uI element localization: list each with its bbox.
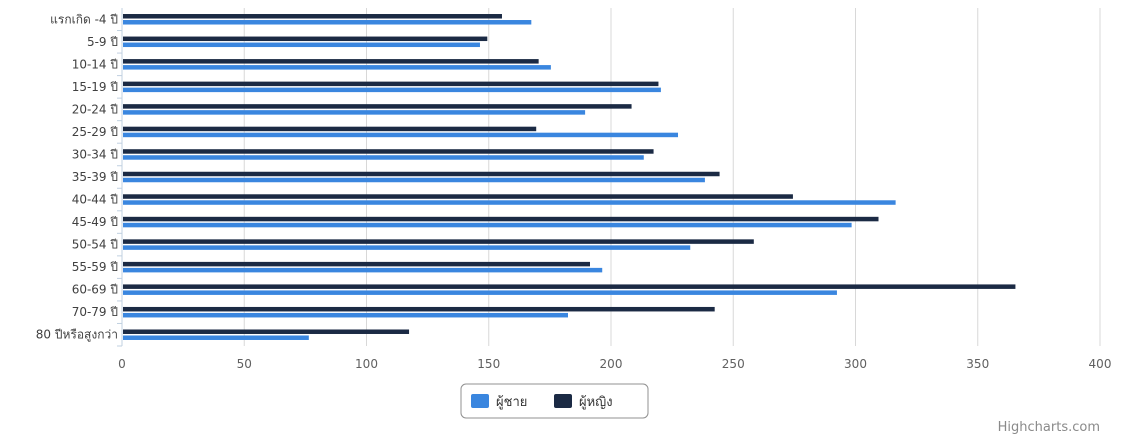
category-label: 80 ปีหรือสูงกว่า (36, 328, 118, 343)
x-tick-label: 100 (355, 357, 378, 371)
bar-male[interactable] (123, 200, 896, 205)
bar-female[interactable] (123, 59, 539, 64)
category-label: 55-59 ปี (72, 260, 118, 274)
category-label: 10-14 ปี (72, 57, 118, 71)
bar-female[interactable] (123, 194, 793, 199)
axes: 0 50 100 150 200 250 300 350 400 แรกเกิด -4 ปี 5-9… (36, 8, 1112, 371)
bar-female[interactable] (123, 306, 715, 312)
bar-male[interactable] (123, 87, 661, 93)
x-tick-label: 250 (722, 357, 745, 371)
category-label: 50-54 ปี (72, 238, 118, 252)
bar-female[interactable] (123, 239, 754, 244)
legend-item[interactable]: ผู้หญิง (554, 394, 613, 410)
legend-label: ผู้หญิง (579, 395, 613, 410)
category-label: 60-69 ปี (72, 283, 118, 297)
bars (123, 14, 1016, 340)
bar-female[interactable] (123, 149, 654, 154)
x-tick-label: 200 (600, 357, 623, 371)
bar-male[interactable] (123, 110, 586, 115)
category-label: 70-79 ปี (72, 305, 118, 319)
category-label: 30-34 ปี (72, 147, 118, 161)
x-tick-label: 300 (844, 357, 867, 371)
bar-male[interactable] (123, 312, 568, 318)
bar-male[interactable] (123, 267, 603, 273)
bar-male[interactable] (123, 132, 679, 138)
legend-swatch (554, 394, 572, 408)
grid-lines (243, 8, 1101, 346)
category-label: 45-49 ปี (72, 215, 118, 229)
category-label: แรกเกิด -4 ปี (50, 12, 118, 26)
category-label: 5-9 ปี (87, 35, 118, 49)
legend-swatch (471, 394, 489, 408)
legend-label: ผู้ชาย (496, 395, 527, 410)
bar-female[interactable] (123, 261, 590, 267)
legend-item[interactable]: ผู้ชาย (471, 394, 527, 410)
bar-male[interactable] (123, 222, 852, 228)
bar-female[interactable] (123, 36, 488, 42)
credits-label[interactable]: Highcharts.com (998, 420, 1100, 435)
x-tick-label: 0 (118, 357, 126, 371)
bar-female[interactable] (123, 126, 537, 132)
x-tick-label: 350 (966, 357, 989, 371)
x-tick-label: 150 (477, 357, 500, 371)
category-label: 35-39 ปี (72, 170, 118, 184)
category-label: 15-19 ปี (72, 80, 118, 94)
bar-male[interactable] (123, 177, 705, 183)
bar-female[interactable] (123, 14, 502, 19)
bar-male[interactable] (123, 42, 480, 48)
category-label: 25-29 ปี (72, 125, 118, 139)
bar-female[interactable] (123, 329, 410, 334)
bar-female[interactable] (123, 104, 632, 109)
category-label: 40-44 ปี (72, 193, 118, 207)
category-label: 20-24 ปี (72, 102, 118, 116)
bar-male[interactable] (123, 65, 551, 70)
x-tick-label: 50 (237, 357, 252, 371)
x-tick-label: 400 (1089, 357, 1112, 371)
bar-female[interactable] (123, 171, 720, 177)
bar-male[interactable] (123, 335, 309, 340)
bar-female[interactable] (123, 284, 1016, 289)
legend: ผู้ชาย ผู้หญิง (460, 383, 649, 419)
bar-male[interactable] (123, 20, 532, 25)
bar-male[interactable] (123, 245, 691, 250)
bar-male[interactable] (123, 290, 837, 295)
bar-female[interactable] (123, 81, 659, 87)
bar-female[interactable] (123, 216, 879, 222)
bar-male[interactable] (123, 155, 644, 160)
